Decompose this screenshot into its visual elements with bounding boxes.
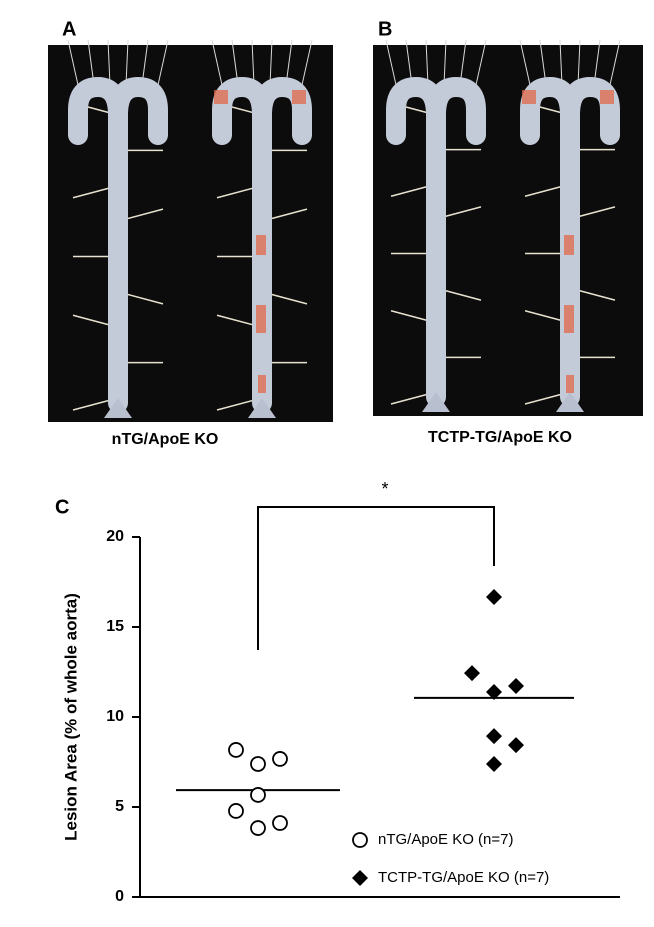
- point: [228, 803, 244, 819]
- pin: [609, 39, 621, 86]
- lesion: [258, 375, 266, 393]
- lesion: [564, 305, 574, 333]
- lesion: [256, 305, 266, 333]
- pin: [157, 39, 169, 86]
- aorta: [108, 76, 168, 145]
- legend-label: TCTP-TG/ApoE KO (n=7): [378, 869, 549, 886]
- y-tick-label: 5: [115, 798, 124, 815]
- legend-marker: [352, 832, 368, 848]
- point: [250, 820, 266, 836]
- significance: *: [381, 479, 388, 499]
- point: [228, 742, 244, 758]
- pin: [519, 39, 531, 86]
- panel-label: A: [62, 18, 76, 40]
- plot: 0 5 10 15 20 nTG/ApoE KO (n=7) TCTP-TG/ApoE KO…: [106, 528, 574, 905]
- point: [272, 815, 288, 831]
- point: [272, 751, 288, 767]
- photos: [48, 39, 643, 422]
- pin: [251, 39, 255, 86]
- point: [486, 728, 502, 745]
- pin: [67, 39, 79, 86]
- lesion: [256, 235, 266, 255]
- aorta-end: [104, 398, 132, 418]
- panel-caption: TCTP-TG/ApoE KO: [428, 429, 572, 446]
- pin: [559, 39, 563, 86]
- aorta: [426, 76, 486, 145]
- pin: [301, 39, 313, 86]
- pin: [269, 39, 273, 86]
- photo: [48, 45, 333, 422]
- legend-label: nTG/ApoE KO (n=7): [378, 831, 513, 848]
- photo: [373, 45, 643, 416]
- pin: [475, 39, 487, 86]
- lesion: [214, 90, 228, 104]
- pin: [125, 39, 129, 86]
- lesion: [566, 375, 574, 393]
- pin: [425, 39, 429, 86]
- point: [486, 683, 502, 700]
- y-tick-label: 15: [106, 618, 124, 635]
- y-tick-label: 20: [106, 528, 124, 545]
- lesion: [292, 90, 306, 104]
- y-tick-label: 10: [106, 708, 124, 725]
- panel-label: B: [378, 18, 392, 40]
- point: [250, 756, 266, 772]
- legend-item: TCTP-TG/ApoE KO (n=7): [352, 869, 549, 886]
- panel-label: C: [55, 496, 69, 518]
- legend-item: nTG/ApoE KO (n=7): [352, 831, 513, 848]
- pin: [577, 39, 581, 86]
- pin: [107, 39, 111, 86]
- aorta-end: [556, 392, 584, 412]
- pin: [443, 39, 447, 86]
- point: [250, 787, 266, 803]
- panel-caption: nTG/ApoE KO: [112, 431, 219, 448]
- aorta-end: [248, 398, 276, 418]
- lesion: [564, 235, 574, 255]
- pin: [211, 39, 223, 86]
- lesion: [522, 90, 536, 104]
- significance-bracket: [257, 506, 495, 650]
- y-axis-label: Lesion Area (% of whole aorta): [61, 593, 80, 841]
- point: [464, 665, 480, 682]
- point: [486, 588, 502, 605]
- lesion: [600, 90, 614, 104]
- point: [508, 678, 524, 695]
- pin: [385, 39, 397, 86]
- y-tick-label: 0: [115, 888, 124, 905]
- point: [508, 737, 524, 754]
- legend-marker: [352, 870, 368, 886]
- point: [486, 755, 502, 772]
- aorta-end: [422, 392, 450, 412]
